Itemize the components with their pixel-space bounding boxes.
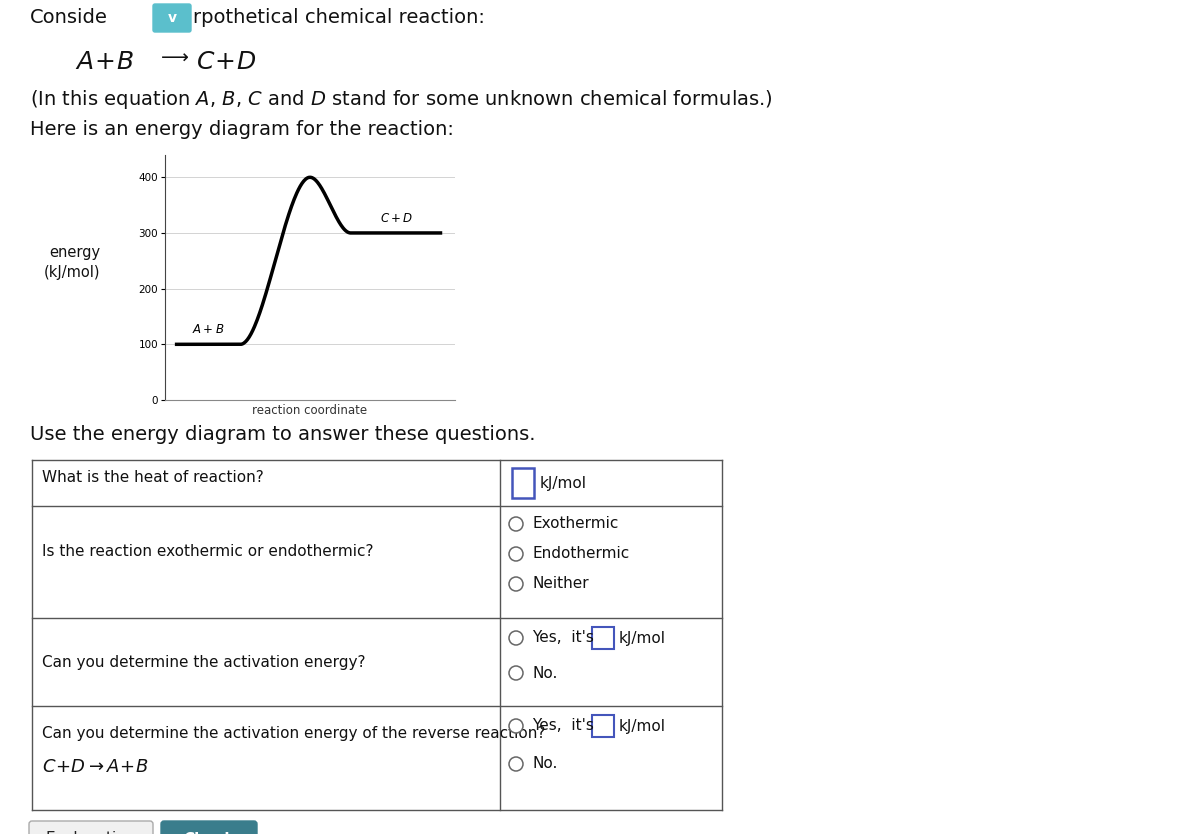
Text: Is the reaction exothermic or endothermic?: Is the reaction exothermic or endothermi… (42, 545, 373, 560)
Text: Can you determine the activation energy?: Can you determine the activation energy? (42, 656, 366, 671)
Text: energy: energy (49, 244, 100, 259)
Text: $A + B$: $A + B$ (192, 323, 224, 336)
Text: $C\!+\!D$: $C\!+\!D$ (196, 50, 256, 74)
Text: (In this equation $A$, $B$, $C$ and $D$ stand for some unknown chemical formulas: (In this equation $A$, $B$, $C$ and $D$ … (30, 88, 773, 111)
Circle shape (509, 757, 523, 771)
Text: Here is an energy diagram for the reaction:: Here is an energy diagram for the reacti… (30, 120, 454, 139)
Text: rpothetical chemical reaction:: rpothetical chemical reaction: (193, 8, 485, 27)
Text: Endothermic: Endothermic (532, 546, 629, 561)
Text: kJ/mol: kJ/mol (619, 719, 666, 733)
Text: v: v (168, 11, 176, 25)
Text: Explanation: Explanation (46, 831, 136, 834)
Text: Yes,  it's: Yes, it's (532, 631, 594, 646)
Text: $\longrightarrow$: $\longrightarrow$ (157, 47, 190, 66)
Bar (592, 715, 614, 737)
Text: Can you determine the activation energy of the reverse reaction?: Can you determine the activation energy … (42, 726, 545, 741)
Circle shape (509, 547, 523, 561)
Bar (592, 627, 614, 649)
FancyBboxPatch shape (161, 821, 257, 834)
Text: Conside: Conside (30, 8, 108, 27)
Circle shape (509, 517, 523, 531)
Text: $C + D$: $C + D$ (380, 212, 414, 224)
Text: $C\!+\!D \rightarrow A\!+\!B$: $C\!+\!D \rightarrow A\!+\!B$ (42, 758, 149, 776)
Text: (kJ/mol): (kJ/mol) (43, 264, 100, 279)
Circle shape (509, 719, 523, 733)
FancyBboxPatch shape (154, 4, 191, 32)
Text: Yes,  it's: Yes, it's (532, 719, 594, 733)
Circle shape (509, 666, 523, 680)
X-axis label: reaction coordinate: reaction coordinate (252, 404, 367, 417)
Text: No.: No. (532, 756, 557, 771)
Circle shape (509, 577, 523, 591)
Text: Exothermic: Exothermic (532, 516, 618, 531)
Text: Neither: Neither (532, 576, 589, 591)
Text: kJ/mol: kJ/mol (619, 631, 666, 646)
Circle shape (509, 631, 523, 645)
Text: Use the energy diagram to answer these questions.: Use the energy diagram to answer these q… (30, 425, 535, 444)
Text: No.: No. (532, 666, 557, 681)
Bar (512, 468, 534, 498)
Text: $A\!+\!B$: $A\!+\!B$ (74, 50, 133, 74)
Text: Check: Check (184, 831, 235, 834)
Text: What is the heat of reaction?: What is the heat of reaction? (42, 470, 264, 485)
FancyBboxPatch shape (29, 821, 154, 834)
Text: kJ/mol: kJ/mol (540, 475, 587, 490)
